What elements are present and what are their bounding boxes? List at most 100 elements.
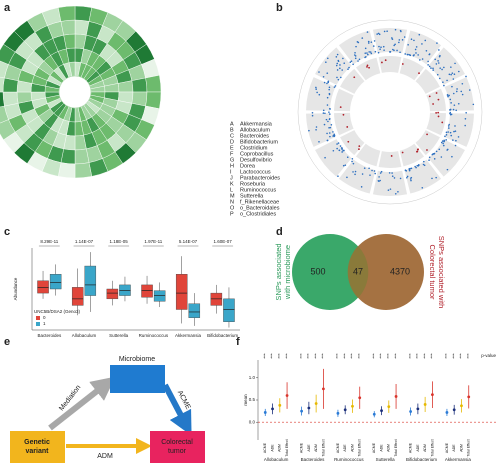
- series-label: ADE: [270, 444, 274, 452]
- snp-dot: [379, 172, 382, 174]
- snp-dot: [406, 176, 408, 179]
- snp-dot: [382, 45, 385, 48]
- snp-dot: [433, 158, 436, 160]
- snp-dot: [391, 37, 393, 39]
- significance: ***: [277, 353, 282, 359]
- snp-dot: [438, 49, 440, 51]
- snp-dot: [386, 30, 388, 32]
- snp-dot: [328, 118, 331, 121]
- snp-dot: [380, 170, 383, 173]
- snp-dot: [333, 86, 336, 88]
- snp-dot: [337, 78, 340, 81]
- snp-dot: [452, 92, 455, 95]
- snp-dot: [440, 141, 443, 144]
- snp-dot: [349, 61, 352, 63]
- snp-dot: [428, 53, 431, 55]
- series-label: ACME: [445, 442, 449, 453]
- arrow-mediation: [48, 376, 116, 431]
- node-label: variant: [26, 448, 50, 455]
- series-label: ADE: [416, 444, 420, 452]
- snp-dot: [422, 163, 425, 166]
- snp-dot: [368, 66, 370, 69]
- panel-label: e: [4, 336, 10, 348]
- snp-dot: [449, 131, 452, 134]
- snp-dot: [424, 39, 427, 42]
- snp-dot: [414, 48, 417, 51]
- heat-cell: [74, 5, 93, 22]
- legend-a: A Akkermansia B Allobaculum C Bacteroides D Bif…: [230, 121, 280, 217]
- track: [334, 112, 354, 136]
- snp-dot: [428, 159, 430, 161]
- snp-dot: [383, 30, 386, 33]
- snp-dot: [336, 53, 339, 56]
- x-tick-label: Akkermansia: [445, 457, 472, 462]
- venn-count: 4370: [390, 266, 410, 276]
- p-value-label: p-value: [481, 353, 496, 358]
- track: [378, 56, 402, 73]
- snp-dot: [442, 81, 444, 84]
- legend-key: P: [230, 211, 234, 217]
- legend-key: J: [230, 175, 233, 181]
- series-label: Total Effect: [358, 439, 362, 456]
- snp-dot: [414, 165, 416, 168]
- snp-dot: [379, 179, 381, 182]
- snp-dot: [453, 104, 456, 106]
- point: [278, 403, 282, 407]
- snp-dot: [454, 125, 456, 127]
- legend-name: Coprobacillus: [240, 151, 274, 157]
- significance: ***: [430, 353, 435, 359]
- snp-dot: [472, 103, 475, 106]
- snp-dot: [431, 177, 433, 180]
- box: [223, 298, 235, 322]
- heat-cell: [74, 148, 90, 165]
- legend-name: Allobaculum: [240, 127, 270, 133]
- snp-dot: [430, 67, 432, 69]
- snp-dot: [389, 188, 392, 190]
- snp-dot: [442, 144, 445, 147]
- snp-dot: [377, 51, 380, 54]
- snp-dot: [464, 118, 467, 120]
- box: [175, 274, 188, 310]
- snp-dot: [353, 54, 356, 56]
- track: [444, 113, 474, 147]
- y-tick-label: 0.5: [249, 397, 256, 402]
- snp-dot: [369, 51, 372, 53]
- snp-dot: [357, 60, 359, 62]
- point: [300, 409, 303, 413]
- snp-dot: [328, 88, 330, 91]
- snp-dot: [418, 33, 421, 36]
- snp-dot: [348, 66, 350, 69]
- legend-key: L: [230, 187, 233, 193]
- legend-name: Dorea: [240, 163, 256, 169]
- snp-dot: [326, 72, 329, 74]
- x-tick-label: Sutterella: [376, 457, 396, 462]
- legend-key: E: [230, 145, 234, 151]
- series-label: ADE: [343, 444, 347, 452]
- snp-dot: [450, 134, 453, 137]
- legend-key: N: [230, 199, 234, 205]
- snp-dot: [315, 88, 317, 90]
- legend-name: Bifidobacterium: [240, 139, 278, 145]
- point: [271, 407, 274, 411]
- track: [355, 57, 381, 81]
- snp-dot: [361, 173, 364, 175]
- x-tick-label: Ruminococcus: [334, 457, 364, 462]
- p-value: 5.14E-07: [179, 239, 198, 244]
- snp-dot: [403, 36, 406, 38]
- snp-dot: [455, 139, 457, 142]
- snp-dot: [436, 42, 438, 44]
- snp-dot: [342, 164, 345, 167]
- snp-dot: [318, 93, 321, 96]
- x-tick-label: Akkermansia: [175, 333, 202, 338]
- snp-dot: [446, 79, 448, 82]
- significance: ***: [408, 353, 413, 359]
- snp-dot: [451, 72, 454, 74]
- snp-dot: [391, 172, 393, 174]
- point: [307, 406, 311, 410]
- snp-dot: [322, 76, 325, 78]
- snp-dot: [346, 176, 348, 179]
- series-label: ADM: [278, 444, 282, 452]
- snp-dot: [438, 77, 441, 80]
- snp-dot: [417, 54, 419, 56]
- snp-dot: [435, 150, 438, 153]
